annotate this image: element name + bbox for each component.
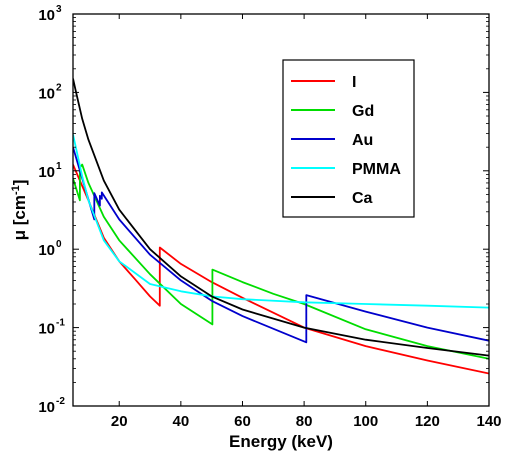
series-line-i xyxy=(73,164,489,375)
legend-label-pmma: PMMA xyxy=(352,161,401,178)
y-axis-title: μ [cm-1] xyxy=(10,180,29,241)
y-axis-title-base: μ [cm xyxy=(10,195,29,240)
y-axis-title-close: ] xyxy=(10,180,29,186)
y-tick-exponent: 0 xyxy=(56,239,62,250)
x-tick-label: 120 xyxy=(415,413,440,430)
series-line-au xyxy=(73,146,489,344)
legend: I Gd Au PMMA Ca xyxy=(282,59,415,218)
legend-label-ca: Ca xyxy=(352,190,373,207)
plot-frame xyxy=(72,13,490,407)
y-tick-exponent: -1 xyxy=(56,318,65,329)
series-line-pmma xyxy=(73,134,489,309)
y-axis-title-exponent: -1 xyxy=(10,185,22,195)
legend-label-i: I xyxy=(352,74,356,91)
x-tick-label: 40 xyxy=(173,413,190,430)
y-tick-label: 10 xyxy=(38,164,55,181)
x-tick-label: 60 xyxy=(234,413,251,430)
series-layer xyxy=(73,78,489,375)
y-tick-label: 10 xyxy=(38,242,55,259)
y-tick-exponent: 3 xyxy=(56,4,62,15)
x-axis-title: Energy (keV) xyxy=(229,432,333,451)
x-tick-label: 140 xyxy=(476,413,501,430)
y-tick-label: 10 xyxy=(38,85,55,102)
y-tick-label: 10 xyxy=(38,7,55,24)
legend-label-gd: Gd xyxy=(352,103,374,120)
series-line-ca xyxy=(73,78,489,357)
y-tick-exponent: 2 xyxy=(56,82,62,93)
y-tick-label: 10 xyxy=(38,321,55,338)
x-tick-label: 80 xyxy=(296,413,313,430)
x-tick-label: 100 xyxy=(353,413,378,430)
x-tick-label: 20 xyxy=(111,413,128,430)
y-tick-label: 10 xyxy=(38,399,55,416)
legend-label-au: Au xyxy=(352,132,373,149)
y-tick-exponent: 1 xyxy=(56,161,62,172)
series-line-gd xyxy=(73,163,489,360)
y-tick-exponent: -2 xyxy=(56,396,65,407)
